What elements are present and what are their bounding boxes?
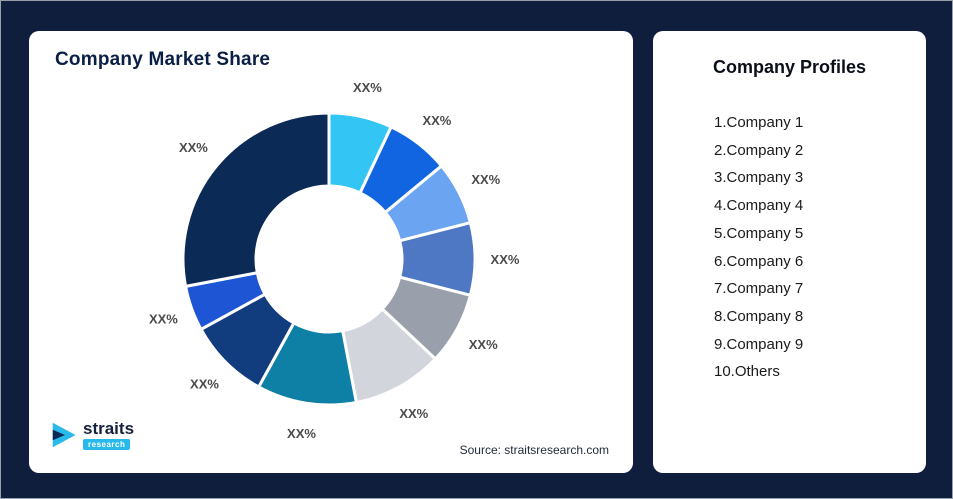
logo-sub: research — [83, 439, 131, 450]
company-list-item: 8.Company 8 — [714, 307, 804, 325]
company-list-item: 3.Company 3 — [714, 169, 804, 187]
company-list-item: 7.Company 7 — [714, 280, 804, 298]
slice-label: XX% — [149, 312, 178, 327]
slice-label: XX% — [469, 337, 498, 352]
slice-label: XX% — [422, 113, 451, 128]
straits-logo: straits research — [51, 420, 134, 455]
donut-slice — [181, 111, 331, 288]
slice-label: XX% — [471, 172, 500, 187]
source-attribution: Source: straitsresearch.com — [459, 443, 609, 457]
slice-label: XX% — [399, 406, 428, 421]
slice-label: XX% — [179, 140, 208, 155]
company-list-item: 9.Company 9 — [714, 335, 804, 353]
slice-label: XX% — [491, 252, 520, 267]
company-list: 1.Company 1 2.Company 2 3.Company 3 4.Compa… — [714, 109, 916, 386]
company-list-item: 5.Company 5 — [714, 224, 804, 242]
market-share-card: Company Market Share XX% XX% XX% XX% XX% XX% X… — [29, 31, 633, 473]
company-list-item: 10.Others — [714, 363, 780, 381]
chart-title: Company Market Share — [55, 49, 271, 70]
logo-name: straits — [83, 419, 135, 438]
slice-label: XX% — [287, 426, 316, 441]
slice-label: XX% — [353, 80, 382, 95]
profiles-title: Company Profiles — [712, 57, 867, 77]
donut-chart: XX% XX% XX% XX% XX% XX% XX% XX% XX% XX% — [149, 80, 520, 441]
logo-text-block: straits research — [83, 420, 134, 450]
company-list-item: 1.Company 1 — [714, 114, 804, 131]
company-list-item: 6.Company 6 — [714, 252, 804, 270]
company-profiles-card: Company Profiles 1.Company 1 2.Company 2 3… — [653, 31, 926, 473]
slice-label: XX% — [190, 377, 219, 392]
company-list-item: 4.Company 4 — [714, 197, 804, 215]
logo-mark-icon — [51, 420, 79, 455]
company-list-item: 2.Company 2 — [714, 141, 804, 159]
